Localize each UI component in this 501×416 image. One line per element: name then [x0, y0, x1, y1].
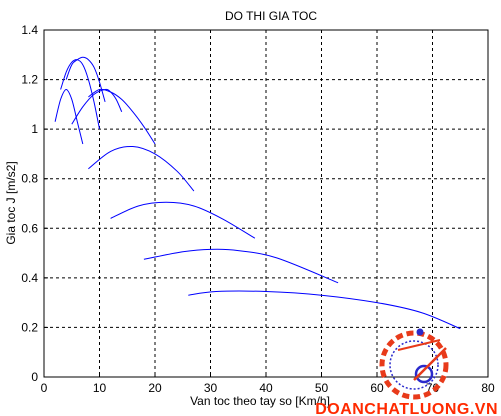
- x-axis-label: Van toc theo tay so [Km/h]: [190, 394, 330, 408]
- series-line-6: [88, 145, 195, 192]
- x-tick-label: 20: [148, 381, 162, 395]
- y-tick-label: 1.4: [21, 23, 38, 37]
- y-ticks: 0 0.2 0.4 0.6 0.8 1 1.2 1.4: [21, 23, 48, 384]
- series-line-1: [54, 88, 84, 145]
- x-tick-label: 60: [370, 381, 384, 395]
- watermark-text: DOANCHATLUONG.VN: [315, 401, 498, 416]
- y-tick-label: 1.2: [21, 73, 38, 87]
- y-tick-label: 0: [31, 370, 38, 384]
- series-line-8: [143, 248, 339, 284]
- watermark-logo: [379, 328, 449, 400]
- series-line-2: [60, 59, 100, 130]
- y-tick-label: 0.2: [21, 320, 38, 334]
- x-tick-label: 80: [481, 381, 495, 395]
- series-line-5: [88, 88, 156, 145]
- x-tick-label: 0: [41, 381, 48, 395]
- series-line-3: [65, 56, 106, 103]
- x-ticks: 0 10 20 30 40 50 60 70 80: [41, 373, 495, 395]
- x-tick-label: 50: [315, 381, 329, 395]
- y-tick-label: 0.8: [21, 172, 38, 186]
- y-tick-label: 1: [31, 122, 38, 136]
- y-tick-label: 0.6: [21, 221, 38, 235]
- curves: [54, 56, 461, 330]
- series-line-9: [188, 290, 461, 330]
- y-axis-label: Gia toc J [m/s2]: [4, 161, 18, 244]
- chart-title: DO THI GIA TOC: [225, 9, 317, 23]
- x-tick-label: 40: [259, 381, 273, 395]
- grid-lines: [44, 30, 488, 377]
- x-tick-label: 10: [93, 381, 107, 395]
- y-tick-label: 0.4: [21, 271, 38, 285]
- x-tick-label: 30: [204, 381, 218, 395]
- series-line-7: [110, 201, 256, 239]
